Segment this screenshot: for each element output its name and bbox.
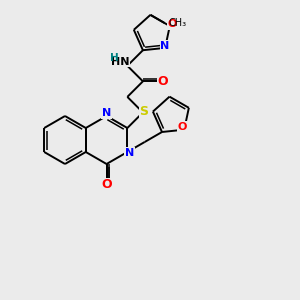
Text: H: H (110, 53, 119, 63)
Text: N: N (160, 41, 170, 51)
Text: CH₃: CH₃ (168, 18, 186, 28)
Text: O: O (158, 75, 168, 88)
Text: HN: HN (111, 57, 130, 67)
Text: O: O (178, 122, 187, 132)
Text: N: N (102, 108, 111, 118)
Text: O: O (101, 178, 112, 191)
Text: N: N (125, 148, 134, 158)
Text: S: S (140, 105, 148, 118)
Text: O: O (167, 19, 176, 29)
